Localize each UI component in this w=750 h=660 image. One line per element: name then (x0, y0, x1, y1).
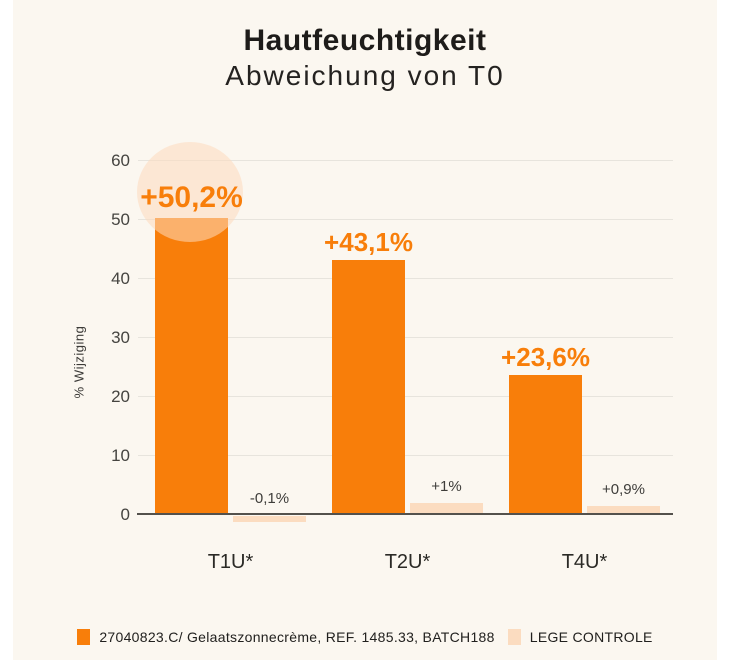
legend-label-control: LEGE CONTROLE (529, 629, 653, 645)
gridline-50 (138, 219, 673, 220)
gridline-20 (138, 396, 673, 397)
treated-value-label: +23,6% (501, 342, 590, 373)
bar-chart-plot: 0 10 20 30 40 50 60 T1U* -0,1% T2U* +1% T4U* +0,9% +5… (13, 0, 717, 660)
y-tick-label: 50 (111, 209, 130, 229)
control-bar-T2U* (410, 502, 483, 514)
y-tick-label: 30 (111, 327, 130, 347)
x-category-label: T2U* (384, 551, 431, 573)
y-tick-label: 60 (111, 150, 130, 170)
control-value-label: +1% (431, 477, 462, 495)
gridline-40 (138, 278, 673, 279)
treated-value-label: +50,2% (140, 181, 243, 215)
treated-bar-T4U* (509, 375, 582, 514)
gridline-30 (138, 337, 673, 338)
chart-title: Hautfeuchtigkeit (243, 24, 487, 57)
treated-value-label: +43,1% (324, 227, 413, 258)
highlight-circle (137, 142, 243, 242)
gridline-60 (138, 160, 673, 161)
y-axis-title: % Wijziging (71, 325, 87, 399)
gridline-10 (138, 455, 673, 456)
legend-label-treated: 27040823.C/ Gelaatszonnecrème, REF. 1485… (99, 629, 495, 645)
legend-swatch-control-icon (507, 629, 521, 645)
chart-canvas: 0 10 20 30 40 50 60 T1U* -0,1% T2U* +1% T4U* +0,9% +5… (13, 0, 717, 660)
control-bar-T1U* (233, 516, 306, 522)
legend-swatch-treated-icon (77, 629, 91, 645)
legend-item-treated: 27040823.C/ Gelaatszonnecrème, REF. 1485… (77, 629, 494, 645)
y-tick-label: 40 (111, 268, 130, 288)
control-bar-T4U* (587, 506, 660, 514)
x-axis-line (137, 513, 673, 515)
y-tick-label: 20 (111, 386, 130, 406)
x-category-label: T1U* (207, 551, 254, 573)
treated-bar-T2U* (332, 260, 405, 514)
x-category-label: T4U* (561, 551, 608, 573)
y-tick-label: 0 (120, 504, 130, 524)
treated-bar-T1U* (155, 218, 228, 514)
legend-item-control: LEGE CONTROLE (507, 629, 653, 645)
chart-legend: 27040823.C/ Gelaatszonnecrème, REF. 1485… (13, 629, 717, 645)
control-value-label: +0,9% (602, 481, 645, 499)
y-tick-label: 10 (111, 445, 130, 465)
chart-subtitle: Abweichung von T0 (225, 59, 505, 91)
control-value-label: -0,1% (249, 489, 290, 507)
